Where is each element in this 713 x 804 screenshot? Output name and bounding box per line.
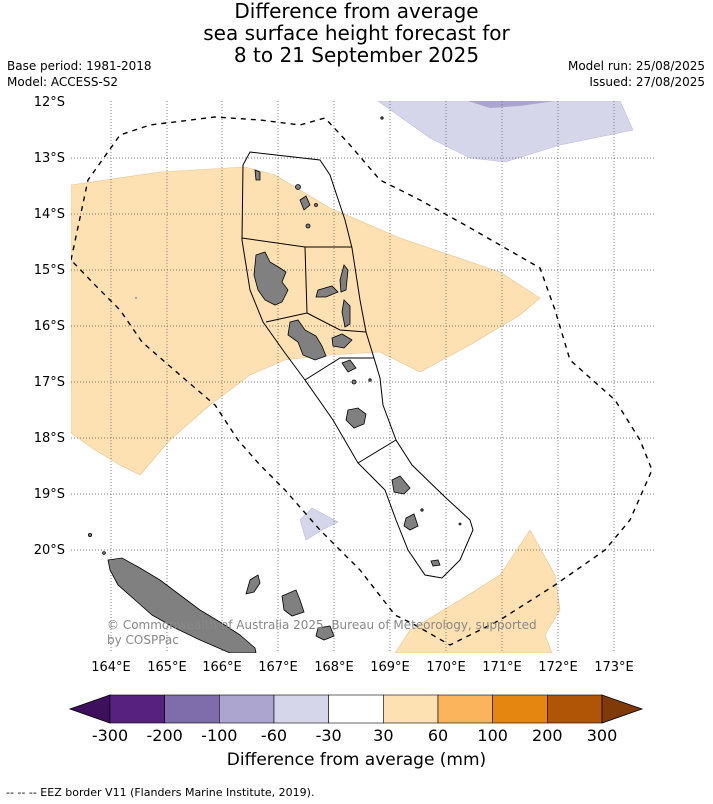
erromango xyxy=(391,475,411,495)
map-area: © Commonwealth of Australia 2025, Bureau… xyxy=(71,101,656,653)
colorbar-bin xyxy=(273,694,329,724)
map-title-line-2: sea surface height forecast for xyxy=(203,21,510,45)
ouvea xyxy=(245,574,261,595)
espiritu-santo xyxy=(253,251,289,306)
positive-anomaly-region-southeast xyxy=(394,529,561,653)
lon-label: 166°E xyxy=(202,660,242,675)
lon-label: 168°E xyxy=(314,660,354,675)
colorbar-extend-high xyxy=(601,694,644,724)
mare xyxy=(315,625,335,641)
colorbar-tick-label: 30 xyxy=(373,726,393,745)
lat-label: 17°S xyxy=(34,375,65,390)
ambae xyxy=(315,285,339,298)
colorbar-bin xyxy=(219,694,275,724)
lat-label: 12°S xyxy=(34,95,65,110)
positive-anomaly-region-west xyxy=(71,166,541,476)
colorbar-tick-label: 60 xyxy=(428,726,448,745)
negative-anomaly-region-small xyxy=(299,507,339,541)
maewo xyxy=(339,264,349,293)
eez-legend-footer: -- -- -- EEZ border V11 (Flanders Marine… xyxy=(6,786,315,799)
torres-islands xyxy=(254,169,261,181)
meta-right: Model run: 25/08/2025 Issued: 27/08/2025 xyxy=(568,58,705,90)
colorbar: -300 -200 -100 -60 -30 30 60 100 200 300 xyxy=(68,694,644,745)
colorbar-tick-label: -60 xyxy=(261,726,287,745)
lon-label: 171°E xyxy=(482,660,522,675)
colorbar-label: Difference from average (mm) xyxy=(226,750,487,770)
base-period: Base period: 1981-2018 xyxy=(7,59,152,73)
lat-label: 13°S xyxy=(34,151,65,166)
pentecost xyxy=(341,299,351,328)
lat-label: 20°S xyxy=(34,543,65,558)
lon-label: 172°E xyxy=(538,660,578,675)
colorbar-tick-label: -300 xyxy=(92,726,128,745)
lon-label: 167°E xyxy=(258,660,298,675)
colorbar-bin xyxy=(437,694,493,724)
latitude-labels: 12°S 13°S 14°S 15°S 16°S 17°S 18°S 19°S … xyxy=(34,95,65,558)
model-run: Model run: 25/08/2025 xyxy=(567,59,705,73)
vanuatu-islands xyxy=(253,116,462,567)
colorbar-tick-label: -100 xyxy=(201,726,237,745)
province-boundaries xyxy=(241,151,474,579)
lon-label: 164°E xyxy=(91,660,131,675)
copyright-line-2: by COSPPac xyxy=(107,633,179,647)
colorbar-bin xyxy=(547,694,603,724)
svg-text:© Commonwealth of Australia 20: © Commonwealth of Australia 2025, Bureau… xyxy=(107,618,540,647)
lifou xyxy=(281,589,305,617)
meta-left: Base period: 1981-2018 Model: ACCESS-S2 xyxy=(7,58,152,90)
ambrym xyxy=(331,333,353,349)
copyright-line-1: © Commonwealth of Australia 2025, Bureau… xyxy=(107,618,537,632)
banks-islands xyxy=(299,195,311,211)
issued-date: Issued: 27/08/2025 xyxy=(589,75,705,89)
lon-label: 170°E xyxy=(426,660,466,675)
efate xyxy=(345,407,367,429)
lon-label: 169°E xyxy=(370,660,410,675)
grande-terre xyxy=(107,557,257,653)
map-title-line-3: 8 to 21 September 2025 xyxy=(233,43,480,67)
colorbar-bin xyxy=(492,694,548,724)
colorbar-tick-label: 200 xyxy=(532,726,563,745)
colorbar-tick-label: 300 xyxy=(587,726,618,745)
tanna xyxy=(403,513,419,531)
longitude-labels: 164°E 165°E 166°E 167°E 168°E 169°E 170°… xyxy=(91,660,634,675)
colorbar-tick-label: -200 xyxy=(147,726,183,745)
lat-label: 15°S xyxy=(34,263,65,278)
eez-border xyxy=(71,116,653,646)
lat-label: 19°S xyxy=(34,487,65,502)
map-title-line-1: Difference from average xyxy=(234,0,479,23)
malakula xyxy=(287,319,327,361)
lon-label: 173°E xyxy=(594,660,634,675)
colorbar-extend-low xyxy=(68,694,111,724)
new-caledonia xyxy=(88,296,335,653)
model-name: Model: ACCESS-S2 xyxy=(7,75,119,89)
lat-label: 18°S xyxy=(34,431,65,446)
colorbar-tick-label: -30 xyxy=(316,726,342,745)
lon-label: 165°E xyxy=(147,660,187,675)
colorbar-bin xyxy=(109,694,165,724)
colorbar-bin xyxy=(328,694,384,724)
colorbar-bin xyxy=(164,694,220,724)
lat-label: 14°S xyxy=(34,207,65,222)
negative-anomaly-region-north xyxy=(377,101,634,163)
lat-label: 16°S xyxy=(34,319,65,334)
colorbar-tick-label: 100 xyxy=(477,726,508,745)
negative-anomaly-core-north xyxy=(468,101,555,108)
colorbar-bin xyxy=(383,694,439,724)
epi xyxy=(341,359,357,373)
aneityum xyxy=(430,559,441,567)
